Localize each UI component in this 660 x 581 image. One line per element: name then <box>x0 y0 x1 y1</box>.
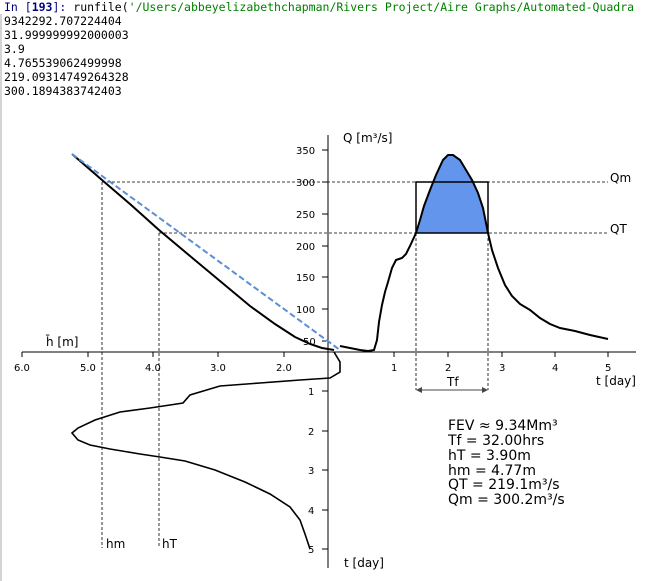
t-tick-label: 4 <box>308 506 314 517</box>
h-tick-label: 3.0 <box>210 363 226 374</box>
rating-curve <box>71 153 335 351</box>
annotation-fev: FEV ≈ 9.34Mm³ <box>448 418 558 434</box>
annotation-ht: hT = 3.90m <box>448 448 531 464</box>
hm-label: hm <box>106 537 125 551</box>
h-ticks: 6.0 5.0 4.0 3.0 2.0 <box>14 352 292 374</box>
linear-rating-line <box>71 153 341 351</box>
command-function: runfile( <box>73 0 129 14</box>
annotation-qm: Qm = 300.2m³/s <box>448 492 565 508</box>
command-path-string: '/Users/abbeyelizabethchapman/Rivers Pro… <box>128 0 635 14</box>
t-axis-label-right: t [day] <box>596 374 636 388</box>
tf-label: Tf <box>446 375 459 389</box>
qm-label: Qm <box>610 171 631 185</box>
output-line: 300.1894383742403 <box>4 84 122 98</box>
t-ticks-right: 1 2 3 4 5 <box>391 352 611 374</box>
t-ticks-bottom: 1 2 3 4 5 <box>308 387 328 556</box>
q-ticks: 350 300 250 200 150 100 50 <box>296 146 328 348</box>
t-tick-label: 5 <box>308 545 314 556</box>
ht-label: hT <box>162 537 178 551</box>
input-prompt: In [193]: <box>4 0 74 14</box>
q-tick-label: 50 <box>303 337 316 348</box>
annotation-tf: Tf = 32.00hrs <box>447 433 544 449</box>
t-tick-label: 4 <box>552 363 558 374</box>
output-line: 219.09314749264328 <box>4 70 129 84</box>
hydrograph-curve <box>339 154 609 353</box>
h-tick-label: 2.0 <box>276 363 292 374</box>
flood-excess-fill <box>416 155 488 233</box>
t-tick-label: 1 <box>308 387 314 398</box>
q-tick-label: 250 <box>296 210 315 221</box>
q-tick-label: 150 <box>296 273 315 284</box>
q-tick-label: 300 <box>296 178 315 189</box>
output-line: 4.765539062499998 <box>4 56 122 70</box>
h-tick-label: 4.0 <box>145 363 161 374</box>
t-tick-label: 3 <box>308 466 314 477</box>
ipython-console[interactable]: In [193]: runfile('/Users/abbeyelizabeth… <box>0 0 660 98</box>
stage-time-curve <box>70 351 341 550</box>
t-tick-label: 2 <box>308 427 314 438</box>
q-tick-label: 200 <box>296 242 315 253</box>
output-line: 9342292.707224404 <box>4 14 122 28</box>
q-tick-label: 100 <box>296 305 315 316</box>
console-input-line[interactable]: In [193]: runfile('/Users/abbeyelizabeth… <box>0 0 660 14</box>
console-gutter <box>0 14 2 581</box>
flood-rectangle <box>415 181 489 234</box>
q-axis-label: Q [m³/s] <box>343 131 392 145</box>
h-tick-label: 5.0 <box>80 363 96 374</box>
t-axis-label-bottom: t [day] <box>344 556 384 570</box>
qt-label: QT <box>610 222 627 236</box>
annotation-qt: QT = 219.1m³/s <box>448 477 560 493</box>
t-tick-label: 2 <box>445 363 451 374</box>
t-tick-label: 3 <box>499 363 505 374</box>
output-line: 31.999999992000003 <box>4 28 129 42</box>
h-axis-label: h̄ [m] <box>46 335 79 349</box>
q-tick-label: 350 <box>296 146 315 157</box>
h-tick-label: 6.0 <box>14 363 30 374</box>
output-line: 3.9 <box>4 42 25 56</box>
t-tick-label: 1 <box>391 363 397 374</box>
t-tick-label: 5 <box>605 363 611 374</box>
annotation-hm: hm = 4.77m <box>448 463 536 479</box>
